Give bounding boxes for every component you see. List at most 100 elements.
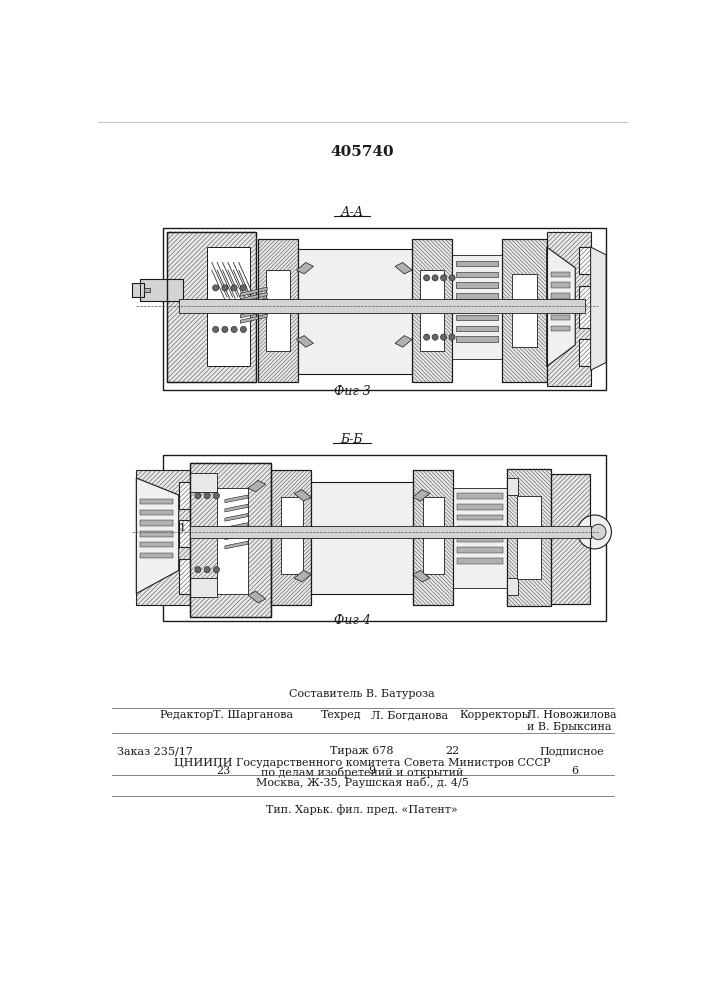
Circle shape (440, 275, 447, 281)
Circle shape (204, 567, 210, 573)
Circle shape (204, 493, 210, 499)
Bar (179, 299, 585, 313)
Circle shape (423, 334, 430, 340)
Bar (502, 239, 547, 382)
Polygon shape (225, 541, 248, 549)
Bar (456, 326, 498, 331)
Polygon shape (248, 591, 266, 603)
Circle shape (213, 285, 218, 291)
Bar (456, 293, 498, 299)
Circle shape (449, 334, 455, 340)
Bar (507, 469, 551, 606)
Bar (271, 470, 311, 605)
Text: 6: 6 (571, 766, 578, 776)
Bar (140, 279, 182, 301)
Bar (456, 336, 498, 342)
Text: Фиг 3: Фиг 3 (334, 385, 370, 398)
Bar (412, 239, 452, 382)
Polygon shape (136, 470, 190, 605)
Polygon shape (547, 232, 590, 386)
Circle shape (432, 275, 438, 281)
Bar (207, 247, 250, 366)
Circle shape (231, 326, 238, 333)
Bar (140, 531, 173, 537)
Bar (457, 526, 503, 531)
Text: 7: 7 (364, 527, 371, 537)
Bar (551, 315, 570, 320)
Bar (132, 283, 144, 297)
Circle shape (222, 285, 228, 291)
Text: Тираж 678: Тираж 678 (330, 746, 394, 756)
Bar (163, 228, 606, 389)
Bar (412, 239, 452, 382)
Bar (456, 272, 498, 277)
Bar (217, 488, 248, 594)
Polygon shape (240, 292, 267, 302)
Bar (551, 474, 590, 604)
Bar (266, 270, 291, 351)
Polygon shape (395, 336, 412, 347)
Text: 20: 20 (218, 508, 233, 518)
Circle shape (578, 515, 612, 549)
Text: Составитель В. Батуроза: Составитель В. Батуроза (289, 689, 435, 699)
Bar (413, 470, 452, 605)
Bar (457, 558, 503, 564)
Text: и В. Брыксина: и В. Брыксина (527, 722, 612, 732)
Polygon shape (294, 490, 311, 501)
Circle shape (214, 493, 219, 499)
Bar (140, 499, 173, 504)
Text: Техред: Техред (321, 710, 362, 720)
Bar (507, 578, 518, 595)
Bar (167, 232, 256, 382)
Polygon shape (225, 504, 248, 512)
Polygon shape (240, 303, 267, 312)
Bar (551, 326, 570, 331)
Circle shape (231, 285, 238, 291)
Text: 16: 16 (543, 527, 557, 537)
Text: Заказ 235/17: Заказ 235/17 (117, 746, 193, 756)
Bar (298, 249, 412, 374)
Bar (456, 261, 498, 266)
Bar (190, 473, 217, 492)
Bar (190, 463, 271, 617)
Bar (190, 526, 590, 538)
Bar (420, 270, 444, 351)
Text: Редактор: Редактор (160, 710, 214, 720)
Text: Б-Б: Б-Б (341, 433, 363, 446)
Circle shape (240, 285, 247, 291)
Polygon shape (225, 495, 248, 503)
Text: 23: 23 (216, 766, 230, 776)
Polygon shape (547, 247, 575, 366)
Polygon shape (136, 478, 179, 594)
Bar (456, 282, 498, 288)
Polygon shape (296, 262, 313, 274)
Text: 19: 19 (287, 527, 301, 537)
Circle shape (195, 567, 201, 573)
Bar (311, 482, 413, 594)
Bar (512, 274, 537, 347)
Text: Подписное: Подписное (539, 746, 604, 756)
Bar (144, 288, 150, 292)
Bar (551, 293, 570, 299)
Bar (190, 578, 217, 597)
Polygon shape (294, 570, 311, 582)
Bar (457, 537, 503, 542)
Text: 9: 9 (368, 766, 375, 776)
Bar (551, 282, 570, 288)
Circle shape (440, 334, 447, 340)
Bar (507, 469, 551, 606)
Circle shape (423, 275, 430, 281)
Bar (140, 542, 173, 547)
Text: Корректоры: Корректоры (460, 710, 531, 720)
Bar (271, 470, 311, 605)
Bar (457, 504, 503, 510)
Bar (452, 488, 507, 588)
Polygon shape (296, 336, 313, 347)
Circle shape (195, 493, 201, 499)
Circle shape (590, 524, 606, 540)
Bar (281, 497, 303, 574)
Bar (140, 520, 173, 526)
Circle shape (214, 567, 219, 573)
Text: Л. Новожилова: Л. Новожилова (527, 710, 617, 720)
Bar (457, 515, 503, 520)
